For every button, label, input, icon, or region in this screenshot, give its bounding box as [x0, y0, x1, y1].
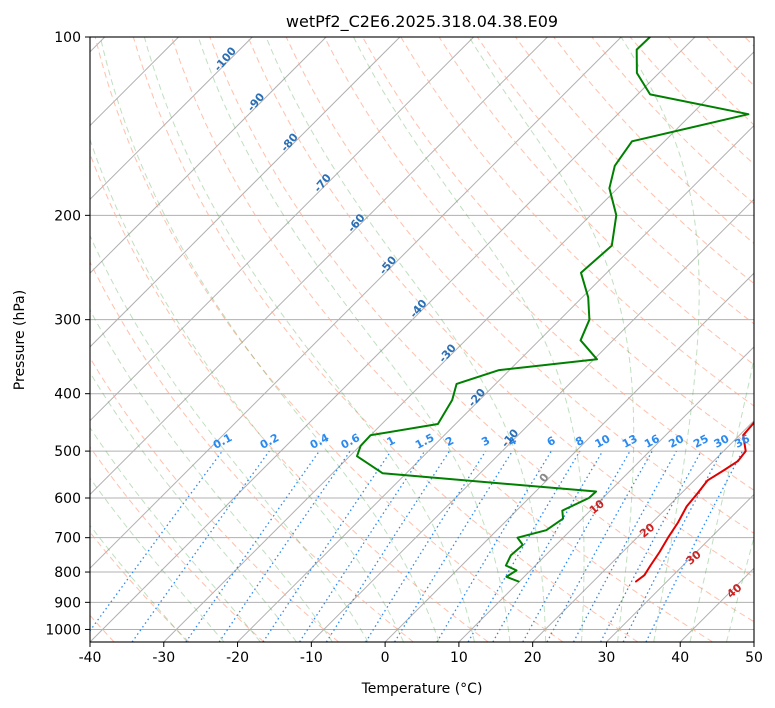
x-tick-label: 40	[671, 650, 689, 666]
chart-title: wetPf2_C2E6.2025.318.04.38.E09	[286, 12, 558, 32]
mixing-ratio-line	[436, 450, 552, 642]
y-tick-label: 800	[54, 565, 81, 581]
y-axis-label: Pressure (hPa)	[12, 290, 28, 390]
moist-adiabat-line	[265, 37, 547, 642]
y-tick-label: 600	[54, 491, 81, 507]
plot-frame	[89, 36, 755, 643]
mixing-ratio-line	[394, 450, 513, 642]
temperature-profile-line	[635, 421, 754, 583]
dry-adiabat-line	[438, 37, 754, 366]
dry-adiabat-line	[476, 37, 754, 325]
isotherm-line	[90, 37, 327, 274]
y-tick-label: 700	[54, 531, 81, 547]
x-axis-label: Temperature (°C)	[361, 681, 483, 697]
mixing-ratio-label: 16	[642, 432, 662, 451]
dry-adiabat-line	[285, 37, 754, 535]
mixing-ratio-label: 20	[666, 432, 686, 451]
isotherm-line	[90, 37, 475, 422]
dry-adiabat-line	[94, 37, 564, 642]
y-tick-label: 300	[54, 313, 81, 329]
isotherm-line	[90, 37, 622, 569]
moist-adiabat-line	[90, 371, 297, 642]
dry-adiabat-line	[90, 446, 265, 642]
isotherm-line	[90, 37, 253, 201]
isotherm-line	[384, 272, 754, 642]
isotherm-line	[90, 37, 401, 348]
isotherm-line	[90, 37, 696, 642]
dry-adiabat-line	[515, 37, 754, 285]
moist-adiabat-line	[90, 308, 333, 642]
dry-adiabat-line	[247, 37, 754, 578]
x-tick-label: 10	[450, 650, 468, 666]
mixing-ratio-line	[467, 450, 581, 642]
mixing-ratio-label: 13	[620, 432, 640, 451]
sounding-profiles	[356, 37, 754, 583]
moist-adiabat-line	[90, 477, 225, 642]
y-tick-label: 200	[54, 208, 81, 224]
isotherm-line	[458, 346, 754, 642]
moist-adiabat-line	[99, 37, 440, 642]
y-tick-label: 1000	[45, 622, 81, 638]
moist-adiabat-line	[353, 37, 585, 642]
mixing-ratio-line	[262, 450, 392, 642]
x-tick-label: 0	[381, 650, 390, 666]
mixing-ratio-label: 25	[691, 432, 711, 451]
moist-adiabat-line	[620, 37, 700, 642]
y-tick-label: 100	[54, 30, 81, 46]
moist-adiabat-line	[90, 524, 188, 642]
mixing-ratio-line	[131, 450, 270, 642]
moist-adiabat-line	[689, 356, 754, 642]
x-tick-label: -40	[79, 650, 102, 666]
moist-adiabat-line	[90, 426, 261, 642]
moist-adiabat-line	[143, 37, 475, 642]
x-tick-label: 50	[745, 650, 763, 666]
y-axis: 100 200 300 400 500 600 700 800 900 1000	[45, 30, 90, 638]
isotherm-line	[237, 124, 754, 642]
dewpoint-profile-line	[356, 37, 750, 583]
x-tick-label: 20	[524, 650, 542, 666]
mixing-ratio-line	[572, 450, 677, 642]
background-lines	[90, 37, 754, 642]
isotherm-line	[90, 37, 548, 496]
isotherm-line	[163, 51, 754, 642]
mixing-ratio-label: 10	[593, 432, 613, 451]
dry-adiabat-line	[171, 37, 713, 642]
mixing-ratio-label: 30	[712, 432, 732, 451]
mixing-ratio-line	[299, 450, 426, 642]
y-tick-label: 500	[54, 444, 81, 460]
mixing-ratio-label: 36	[732, 432, 752, 451]
moist-adiabat-line	[90, 234, 369, 642]
moist-adiabat-line	[90, 137, 405, 642]
dry-adiabat-line	[132, 37, 639, 642]
isotherm-line	[532, 419, 754, 642]
y-tick-label: 400	[54, 387, 81, 403]
x-tick-label: -20	[226, 650, 249, 666]
dry-adiabat-line	[209, 37, 754, 623]
x-tick-label: 30	[598, 650, 616, 666]
y-tick-label: 900	[54, 595, 81, 611]
mixing-ratio-line	[365, 450, 487, 642]
mixing-ratio-line	[185, 450, 320, 642]
moist-adiabat-line	[197, 37, 511, 642]
dry-adiabat-line	[323, 37, 754, 491]
dry-adiabat-line	[90, 260, 414, 642]
x-tick-label: -10	[300, 650, 323, 666]
isotherm-line	[606, 493, 754, 642]
x-axis: -40 -30 -20 -10 0 10 20 30 40 50	[79, 642, 763, 666]
moist-adiabat-line	[726, 535, 754, 642]
x-tick-label: -30	[152, 650, 175, 666]
mixing-ratio-line	[325, 450, 451, 642]
mixing-ratio-line	[218, 450, 351, 642]
